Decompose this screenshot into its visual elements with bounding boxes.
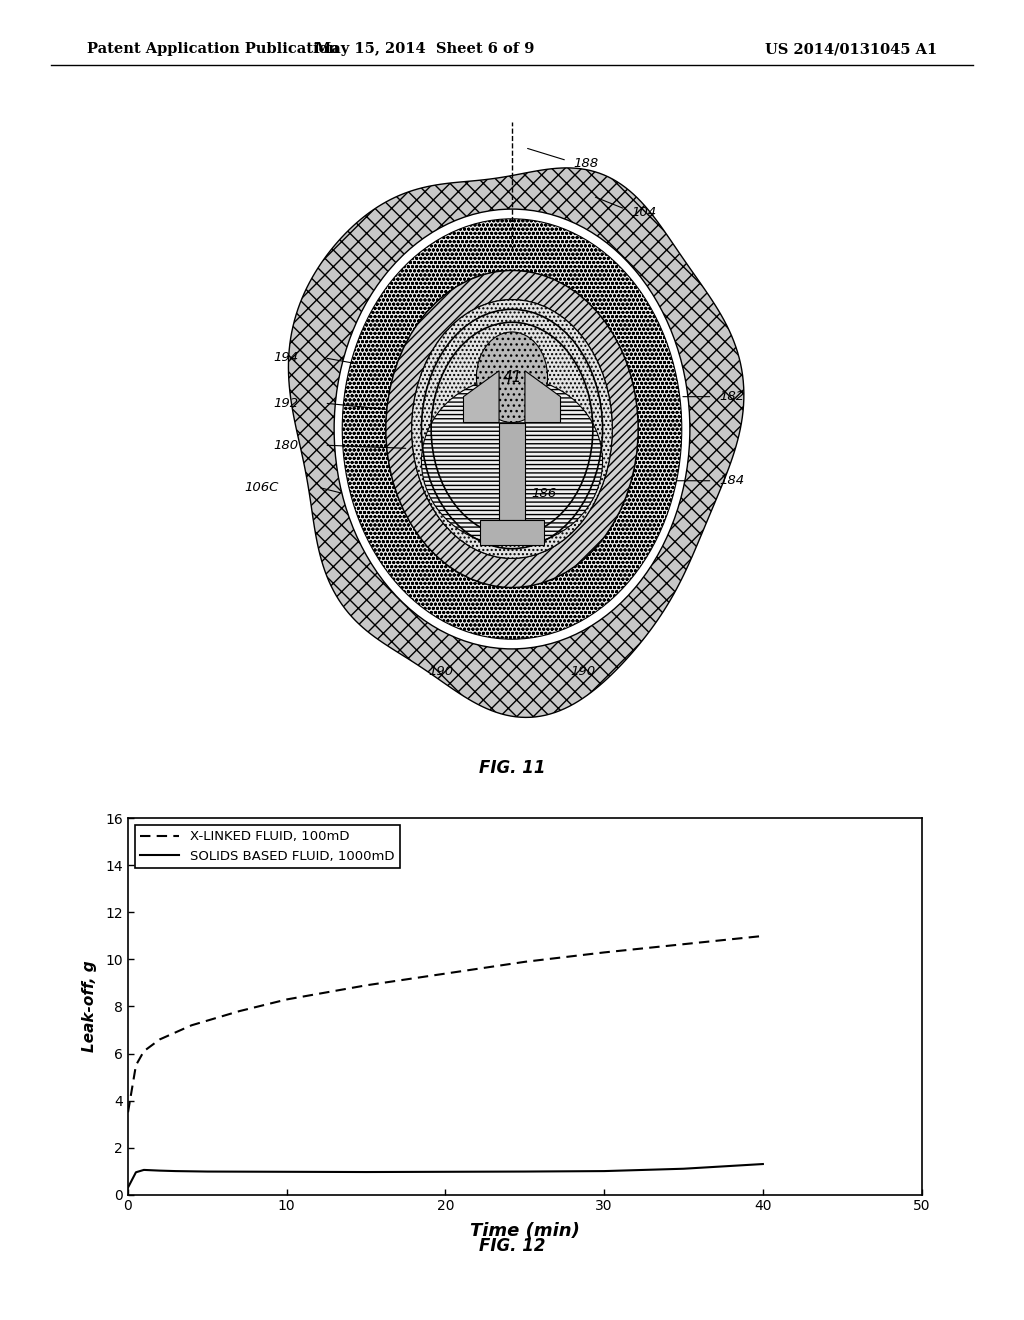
SOLIDS BASED FLUID, 1000mD bbox=[439, 1164, 452, 1180]
X-LINKED FLUID, 100mD bbox=[130, 1057, 142, 1073]
SOLIDS BASED FLUID, 1000mD bbox=[201, 1164, 214, 1180]
Text: FIG. 11: FIG. 11 bbox=[479, 759, 545, 777]
Text: FIG. 12: FIG. 12 bbox=[479, 1237, 545, 1255]
X-LINKED FLUID, 100mD bbox=[122, 1105, 134, 1121]
Ellipse shape bbox=[386, 271, 638, 587]
Text: 190: 190 bbox=[428, 665, 454, 678]
SOLIDS BASED FLUID, 1000mD bbox=[360, 1164, 373, 1180]
SOLIDS BASED FLUID, 1000mD bbox=[154, 1163, 166, 1179]
Text: 190: 190 bbox=[570, 665, 596, 678]
X-LINKED FLUID, 100mD bbox=[439, 966, 452, 982]
Text: 41: 41 bbox=[502, 370, 522, 384]
Line: X-LINKED FLUID, 100mD: X-LINKED FLUID, 100mD bbox=[128, 936, 763, 1113]
Ellipse shape bbox=[476, 333, 548, 422]
X-LINKED FLUID, 100mD bbox=[757, 928, 769, 944]
X-axis label: Time (min): Time (min) bbox=[470, 1222, 580, 1239]
Text: 194: 194 bbox=[273, 351, 299, 364]
Text: 188: 188 bbox=[573, 157, 599, 170]
Polygon shape bbox=[525, 371, 560, 422]
X-LINKED FLUID, 100mD bbox=[154, 1031, 166, 1047]
X-LINKED FLUID, 100mD bbox=[598, 945, 610, 961]
Ellipse shape bbox=[412, 300, 612, 558]
SOLIDS BASED FLUID, 1000mD bbox=[122, 1180, 134, 1196]
SOLIDS BASED FLUID, 1000mD bbox=[757, 1156, 769, 1172]
Text: 180: 180 bbox=[273, 438, 299, 451]
Legend: X-LINKED FLUID, 100mD, SOLIDS BASED FLUID, 1000mD: X-LINKED FLUID, 100mD, SOLIDS BASED FLUI… bbox=[134, 825, 399, 869]
X-LINKED FLUID, 100mD bbox=[678, 936, 690, 952]
Ellipse shape bbox=[386, 271, 638, 587]
Text: 104: 104 bbox=[632, 206, 656, 219]
SOLIDS BASED FLUID, 1000mD bbox=[519, 1164, 531, 1180]
Polygon shape bbox=[499, 422, 525, 520]
Ellipse shape bbox=[412, 300, 612, 558]
Ellipse shape bbox=[422, 378, 602, 545]
SOLIDS BASED FLUID, 1000mD bbox=[678, 1160, 690, 1176]
X-LINKED FLUID, 100mD bbox=[519, 954, 531, 970]
SOLIDS BASED FLUID, 1000mD bbox=[137, 1162, 151, 1177]
Text: 184: 184 bbox=[719, 474, 744, 487]
X-LINKED FLUID, 100mD bbox=[233, 1003, 246, 1019]
SOLIDS BASED FLUID, 1000mD bbox=[170, 1163, 182, 1179]
Ellipse shape bbox=[334, 209, 690, 649]
Polygon shape bbox=[464, 371, 499, 422]
X-LINKED FLUID, 100mD bbox=[281, 991, 293, 1007]
Text: 106C: 106C bbox=[245, 480, 280, 494]
PathPatch shape bbox=[289, 168, 743, 717]
Text: US 2014/0131045 A1: US 2014/0131045 A1 bbox=[765, 42, 937, 57]
SOLIDS BASED FLUID, 1000mD bbox=[598, 1163, 610, 1179]
Ellipse shape bbox=[342, 219, 682, 639]
Text: 192: 192 bbox=[273, 396, 299, 409]
X-LINKED FLUID, 100mD bbox=[360, 977, 373, 993]
Text: 182: 182 bbox=[719, 391, 744, 403]
Text: 186: 186 bbox=[531, 487, 556, 500]
Text: May 15, 2014  Sheet 6 of 9: May 15, 2014 Sheet 6 of 9 bbox=[315, 42, 535, 57]
X-LINKED FLUID, 100mD bbox=[137, 1043, 151, 1059]
Polygon shape bbox=[479, 520, 545, 545]
Y-axis label: Leak-off, g: Leak-off, g bbox=[82, 961, 97, 1052]
Text: Patent Application Publication: Patent Application Publication bbox=[87, 42, 339, 57]
X-LINKED FLUID, 100mD bbox=[170, 1024, 182, 1040]
X-LINKED FLUID, 100mD bbox=[201, 1012, 214, 1028]
SOLIDS BASED FLUID, 1000mD bbox=[130, 1164, 142, 1180]
Line: SOLIDS BASED FLUID, 1000mD: SOLIDS BASED FLUID, 1000mD bbox=[128, 1164, 763, 1188]
X-LINKED FLUID, 100mD bbox=[185, 1018, 198, 1034]
SOLIDS BASED FLUID, 1000mD bbox=[281, 1164, 293, 1180]
